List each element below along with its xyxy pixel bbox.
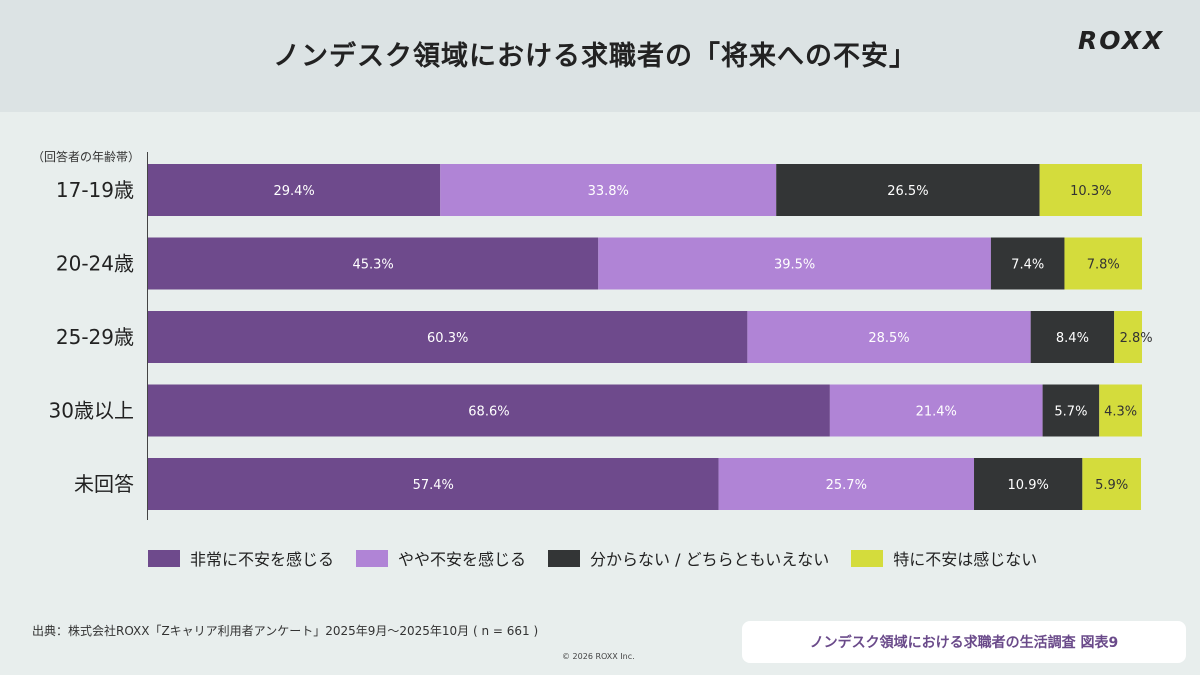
data-label: 5.7% [1054, 405, 1087, 420]
data-label: 8.4% [1056, 331, 1089, 346]
header: ノンデスク領域における求職者の「将来への不安」 ROXX [0, 0, 1200, 112]
bar-segment [1030, 311, 1115, 363]
legend-swatch [148, 549, 180, 567]
category-label: 30歳以上 [49, 399, 134, 423]
data-label: 39.5% [774, 258, 815, 273]
data-label: 2.8% [1120, 331, 1153, 346]
bar-segment [990, 237, 1065, 290]
legend-label: やや不安を感じる [398, 550, 527, 569]
bar-segment [1039, 164, 1142, 216]
bar-segment [440, 164, 777, 216]
data-label: 29.4% [273, 184, 314, 199]
figure-badge: ノンデスク領域における求職者の生活調査 図表9 [742, 621, 1186, 663]
bar-segment [598, 237, 991, 290]
legend-label: 分からない / どちらともいえない [590, 550, 830, 569]
data-label: 25.7% [826, 478, 867, 493]
data-label: 4.3% [1104, 405, 1137, 420]
data-label: 21.4% [916, 405, 957, 420]
bar-segment [148, 164, 441, 216]
legend-swatch [851, 549, 884, 567]
category-label: 25-29歳 [56, 325, 134, 349]
data-label: 28.5% [868, 331, 909, 346]
data-label: 33.8% [588, 184, 629, 199]
data-label: 68.6% [468, 405, 509, 420]
page-title: ノンデスク領域における求職者の「将来への不安」 [273, 41, 917, 72]
bar-segment [148, 237, 599, 290]
bar-segment [974, 458, 1083, 510]
bar-segment [1082, 458, 1142, 510]
bar-segment [718, 458, 975, 510]
bar-segment [1042, 384, 1100, 437]
legend-swatch [548, 549, 581, 567]
legend-label: 非常に不安を感じる [190, 550, 335, 569]
bar-segment [148, 384, 830, 437]
data-label: 7.8% [1087, 258, 1120, 273]
stacked-bar-chart: 17-19歳 29.4% 33.8% 26.5% 10.3% 20-24歳 45.3% 39.… [49, 164, 1153, 510]
data-label: 10.9% [1008, 478, 1049, 493]
bar-segment [747, 311, 1031, 363]
legend: 非常に不安を感じる やや不安を感じる 分からない / どちらともいえない 特に不… [148, 546, 1059, 570]
bar-segment [1099, 384, 1142, 437]
y-axis-title: （回答者の年齢帯） [32, 150, 141, 164]
legend-item-somewhat-anxious: やや不安を感じる [356, 546, 526, 570]
data-label: 10.3% [1070, 184, 1111, 199]
legend-swatch [356, 549, 389, 567]
bar-segment [776, 164, 1040, 216]
data-label: 26.5% [887, 184, 928, 199]
legend-label: 特に不安は感じない [893, 550, 1038, 569]
data-label: 7.4% [1011, 258, 1044, 273]
category-label: 20-24歳 [56, 252, 134, 276]
data-label: 45.3% [352, 258, 393, 273]
data-label: 60.3% [427, 331, 468, 346]
bar-segment [1064, 237, 1142, 290]
bar-segment [148, 311, 748, 363]
copyright: © 2026 ROXX Inc. [562, 652, 635, 661]
bar-segment [829, 384, 1043, 437]
category-label: 未回答 [74, 472, 134, 496]
legend-item-not-anxious: 特に不安は感じない [851, 546, 1037, 570]
legend-item-unsure: 分からない / どちらともいえない [548, 546, 829, 570]
roxx-logo: ROXX [1078, 26, 1165, 55]
category-label: 17-19歳 [56, 178, 134, 202]
y-axis-line [147, 152, 148, 520]
legend-item-very-anxious: 非常に不安を感じる [148, 546, 334, 570]
bar-segment [148, 458, 719, 510]
data-label: 57.4% [413, 478, 454, 493]
bar-segment [1114, 311, 1142, 363]
source-note: 出典：株式会社ROXX「Zキャリア利用者アンケート」2025年9月～2025年1… [32, 624, 539, 638]
data-label: 5.9% [1095, 478, 1128, 493]
